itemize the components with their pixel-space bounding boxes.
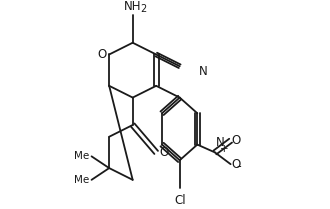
Text: Cl: Cl bbox=[174, 194, 185, 206]
Text: Me: Me bbox=[74, 151, 89, 161]
Text: NH: NH bbox=[124, 0, 142, 13]
Text: N: N bbox=[199, 65, 208, 78]
Text: 2: 2 bbox=[140, 4, 147, 14]
Text: N: N bbox=[216, 136, 225, 149]
Text: O: O bbox=[159, 146, 168, 159]
Text: O: O bbox=[232, 158, 241, 171]
Text: +: + bbox=[220, 144, 229, 153]
Text: -: - bbox=[236, 160, 241, 173]
Text: O: O bbox=[232, 134, 241, 147]
Text: O: O bbox=[97, 48, 106, 61]
Text: Me: Me bbox=[74, 175, 89, 185]
